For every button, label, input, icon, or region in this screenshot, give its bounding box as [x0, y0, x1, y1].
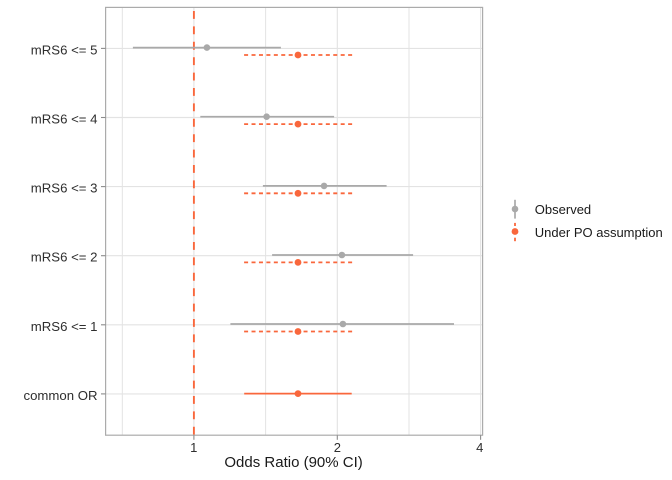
- svg-text:Observed: Observed: [535, 202, 591, 217]
- svg-text:2: 2: [334, 440, 341, 455]
- svg-text:mRS6 <= 5: mRS6 <= 5: [31, 42, 98, 57]
- svg-text:4: 4: [476, 440, 483, 455]
- svg-text:1: 1: [190, 440, 197, 455]
- svg-text:Odds Ratio (90% CI): Odds Ratio (90% CI): [224, 454, 362, 471]
- svg-text:common OR: common OR: [23, 388, 97, 403]
- svg-text:mRS6 <= 2: mRS6 <= 2: [31, 250, 98, 265]
- svg-text:Under PO assumption: Under PO assumption: [535, 225, 663, 240]
- svg-text:mRS6 <= 4: mRS6 <= 4: [31, 112, 98, 127]
- svg-text:mRS6 <= 3: mRS6 <= 3: [31, 181, 98, 196]
- svg-text:mRS6 <= 1: mRS6 <= 1: [31, 319, 98, 334]
